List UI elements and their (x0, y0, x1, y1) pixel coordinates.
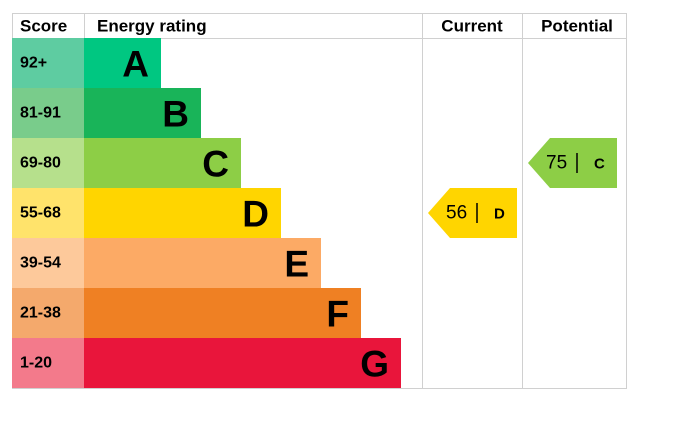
score-cell (12, 188, 84, 238)
score-cell (12, 88, 84, 138)
rating-bar (84, 238, 321, 288)
score-cell (12, 38, 84, 88)
rating-letter: F (326, 294, 349, 335)
header-potential: Potential (541, 17, 613, 36)
current-value: 56 (446, 203, 467, 224)
rating-letter: D (242, 194, 269, 235)
score-label: 69-80 (20, 155, 61, 172)
potential-arrow (528, 138, 617, 188)
rating-letter: E (284, 244, 309, 285)
score-label: 21-38 (20, 305, 61, 322)
header-rating: Energy rating (97, 17, 207, 36)
score-label: 39-54 (20, 255, 61, 272)
rating-bar (84, 338, 401, 388)
score-cell (12, 238, 84, 288)
rating-letter: A (122, 44, 149, 85)
rating-bar (84, 88, 201, 138)
score-label: 81-91 (20, 105, 61, 122)
rating-bar (84, 288, 361, 338)
score-cell (12, 288, 84, 338)
rating-letter: B (162, 94, 189, 135)
potential-letter: C (594, 156, 605, 173)
score-label: 92+ (20, 55, 47, 72)
header-score: Score (20, 17, 67, 36)
rating-letter: C (202, 144, 229, 185)
header-current: Current (441, 17, 503, 36)
potential-value: 75 (546, 153, 567, 174)
score-label: 55-68 (20, 205, 61, 222)
score-cell (12, 338, 84, 388)
current-letter: D (494, 206, 505, 223)
rating-bar (84, 138, 241, 188)
score-label: 1-20 (20, 355, 52, 372)
rating-bar (84, 38, 161, 88)
rating-bar (84, 188, 281, 238)
score-cell (12, 138, 84, 188)
rating-letter: G (360, 344, 389, 385)
current-arrow (428, 188, 517, 238)
